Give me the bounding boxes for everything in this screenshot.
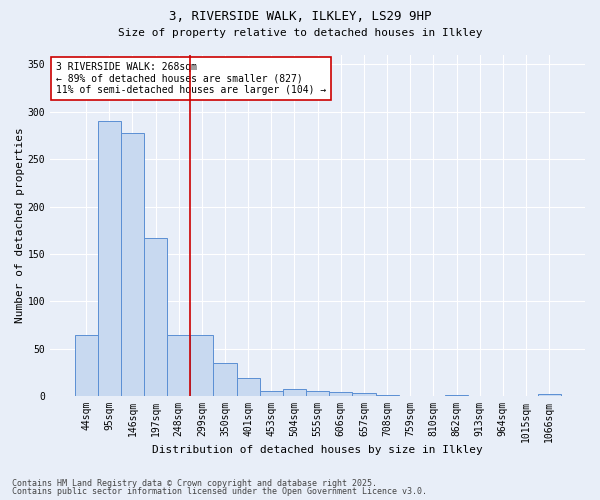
Bar [121,132,144,396]
X-axis label: Distribution of detached houses by size in Ilkley: Distribution of detached houses by size … [152,445,483,455]
Bar [329,392,352,396]
Text: Contains public sector information licensed under the Open Government Licence v3: Contains public sector information licen… [12,487,427,496]
Bar [352,394,376,396]
Text: 3, RIVERSIDE WALK, ILKLEY, LS29 9HP: 3, RIVERSIDE WALK, ILKLEY, LS29 9HP [169,10,431,23]
Y-axis label: Number of detached properties: Number of detached properties [15,128,25,324]
Text: Contains HM Land Registry data © Crown copyright and database right 2025.: Contains HM Land Registry data © Crown c… [12,478,377,488]
Bar [98,122,121,396]
Bar [236,378,260,396]
Bar [538,394,560,396]
Bar [260,390,283,396]
Bar [167,334,190,396]
Text: Size of property relative to detached houses in Ilkley: Size of property relative to detached ho… [118,28,482,38]
Bar [74,334,98,396]
Bar [306,392,329,396]
Text: 3 RIVERSIDE WALK: 268sqm
← 89% of detached houses are smaller (827)
11% of semi-: 3 RIVERSIDE WALK: 268sqm ← 89% of detach… [56,62,326,95]
Bar [190,334,214,396]
Bar [144,238,167,396]
Bar [214,363,236,396]
Bar [283,388,306,396]
